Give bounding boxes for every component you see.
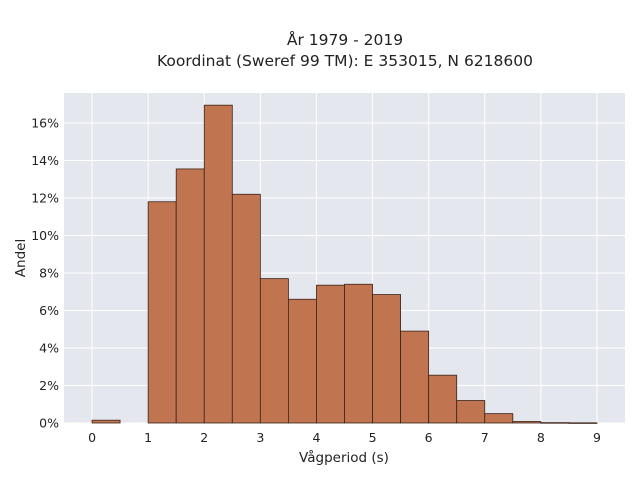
histogram-bar bbox=[540, 422, 570, 424]
x-tick-label: 0 bbox=[88, 430, 96, 445]
y-axis-label: Andel bbox=[13, 239, 29, 277]
y-tick-label: 4% bbox=[39, 341, 59, 356]
x-tick-label: 2 bbox=[200, 430, 208, 445]
x-tick-label: 7 bbox=[481, 430, 489, 445]
histogram-bar bbox=[512, 421, 542, 424]
x-axis-ticks: 0 1 2 3 4 5 6 7 8 9 bbox=[88, 430, 601, 445]
y-tick-label: 0% bbox=[39, 416, 59, 431]
chart-title: År 1979 - 2019 bbox=[287, 30, 403, 49]
histogram-bar bbox=[175, 168, 205, 424]
x-tick-label: 5 bbox=[369, 430, 377, 445]
y-tick-label: 8% bbox=[39, 266, 59, 281]
histogram-bar bbox=[484, 413, 514, 424]
y-tick-label: 14% bbox=[31, 153, 59, 168]
histogram-bar bbox=[259, 278, 289, 424]
histogram-bar bbox=[456, 400, 486, 424]
histogram-bar bbox=[400, 330, 430, 424]
y-tick-label: 16% bbox=[31, 116, 59, 131]
y-tick-label: 6% bbox=[39, 303, 59, 318]
histogram-bar bbox=[91, 419, 121, 424]
histogram-bars bbox=[91, 104, 598, 424]
y-tick-label: 10% bbox=[31, 228, 59, 243]
y-axis-ticks: 0% 2% 4% 6% 8% 10% 12% 14% 16% bbox=[31, 116, 59, 431]
x-tick-label: 9 bbox=[593, 430, 601, 445]
histogram-bar bbox=[372, 294, 401, 424]
y-tick-label: 12% bbox=[31, 191, 59, 206]
histogram-bar bbox=[231, 193, 261, 424]
histogram-bar bbox=[203, 104, 233, 424]
histogram-bar bbox=[344, 283, 373, 424]
histogram-bar bbox=[316, 284, 345, 424]
x-tick-label: 4 bbox=[312, 430, 320, 445]
histogram-bar bbox=[287, 298, 317, 424]
x-tick-label: 3 bbox=[256, 430, 264, 445]
y-tick-label: 2% bbox=[39, 378, 59, 393]
histogram-bar bbox=[428, 374, 458, 424]
chart-subtitle: Koordinat (Sweref 99 TM): E 353015, N 62… bbox=[157, 52, 533, 70]
x-tick-label: 6 bbox=[425, 430, 433, 445]
x-axis-label: Vågperiod (s) bbox=[299, 449, 389, 466]
histogram-bar bbox=[147, 201, 177, 424]
histogram-bar bbox=[568, 422, 598, 424]
x-tick-label: 1 bbox=[144, 430, 152, 445]
x-tick-label: 8 bbox=[537, 430, 545, 445]
